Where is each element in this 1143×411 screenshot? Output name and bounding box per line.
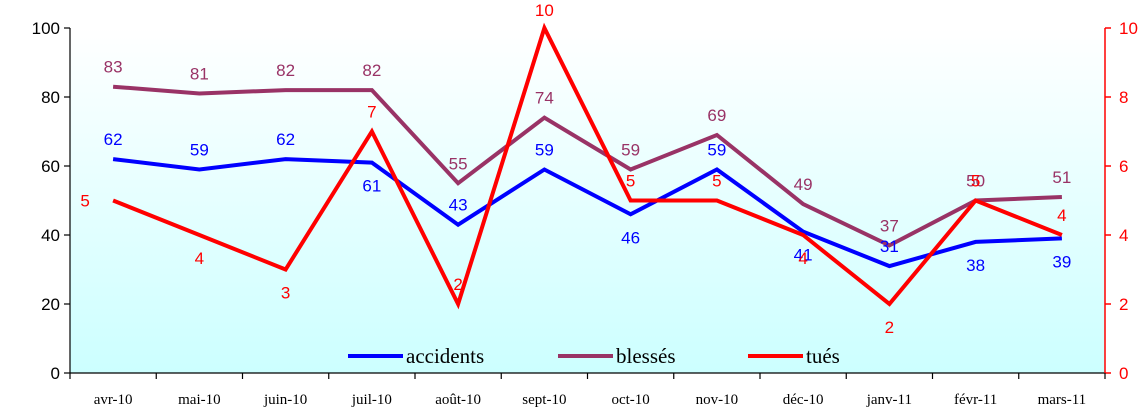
data-label: 55	[449, 154, 468, 173]
data-label: 59	[707, 140, 726, 159]
data-label: 51	[1052, 168, 1071, 187]
y-right-tick-label: 4	[1119, 226, 1128, 245]
data-label: 46	[621, 228, 640, 247]
data-label: 49	[794, 175, 813, 194]
y-right-tick-label: 0	[1119, 364, 1128, 383]
data-label: 43	[449, 196, 468, 215]
data-label: 59	[190, 140, 209, 159]
data-label: 39	[1052, 252, 1071, 271]
data-label: 10	[535, 1, 554, 20]
y-right-tick-label: 8	[1119, 88, 1128, 107]
data-label: 81	[190, 65, 209, 84]
data-label: 4	[798, 249, 807, 268]
data-label: 31	[880, 237, 899, 256]
y-left-tick-label: 60	[41, 157, 60, 176]
data-label: 37	[880, 216, 899, 235]
data-label: 7	[367, 103, 376, 122]
data-label: 74	[535, 89, 554, 108]
y-left-tick-label: 80	[41, 88, 60, 107]
y-left-tick-label: 40	[41, 226, 60, 245]
y-right-tick-label: 6	[1119, 157, 1128, 176]
data-label: 2	[453, 275, 462, 294]
data-label: 4	[195, 249, 204, 268]
data-label: 61	[362, 177, 381, 196]
data-label: 2	[885, 318, 894, 337]
y-left-tick-label: 100	[32, 19, 60, 38]
y-left-tick-label: 0	[51, 364, 60, 383]
legend-label: accidents	[406, 344, 484, 368]
data-label: 50	[966, 172, 985, 191]
legend-label: tués	[806, 344, 840, 368]
data-label: 59	[535, 140, 554, 159]
data-label: 5	[626, 172, 635, 191]
plot-area	[70, 28, 1105, 373]
y-right-tick-label: 10	[1119, 19, 1138, 38]
data-label: 4	[1057, 206, 1066, 225]
data-label: 5	[80, 192, 89, 211]
data-label: 62	[276, 130, 295, 149]
series-line-blesses	[112, 84, 1062, 248]
legend-label: blessés	[616, 344, 676, 368]
data-label: 83	[104, 58, 123, 77]
data-label: 69	[707, 106, 726, 125]
x-tick-label: mai-10	[178, 392, 221, 408]
data-label: 82	[362, 61, 381, 80]
data-label: 82	[276, 61, 295, 80]
data-label: 3	[281, 284, 290, 303]
data-label: 62	[104, 130, 123, 149]
y-left-tick-label: 20	[41, 295, 60, 314]
x-tick-label: juin-10	[263, 392, 307, 408]
data-label: 38	[966, 256, 985, 275]
x-tick-label: sept-10	[522, 392, 566, 408]
series-line-tues	[112, 22, 1063, 310]
legend: accidents blessés tués	[348, 344, 840, 368]
y-right-tick-label: 2	[1119, 295, 1128, 314]
x-tick-label: juil-10	[351, 392, 392, 408]
x-tick-label: janv-11	[866, 392, 912, 408]
data-label: 5	[971, 172, 980, 191]
data-label: 41	[794, 246, 813, 265]
x-tick-label: avr-10	[94, 392, 133, 408]
x-tick-label: août-10	[435, 392, 481, 408]
x-tick-label: oct-10	[611, 392, 649, 408]
x-tick-label: déc-10	[783, 392, 824, 408]
series-lines	[112, 22, 1063, 310]
x-tick-label: févr-11	[954, 392, 997, 408]
series-line-accidents	[112, 157, 1062, 269]
x-tick-label: mars-11	[1038, 392, 1087, 408]
data-label: 5	[712, 172, 721, 191]
data-label: 59	[621, 140, 640, 159]
x-tick-label: nov-10	[696, 392, 739, 408]
